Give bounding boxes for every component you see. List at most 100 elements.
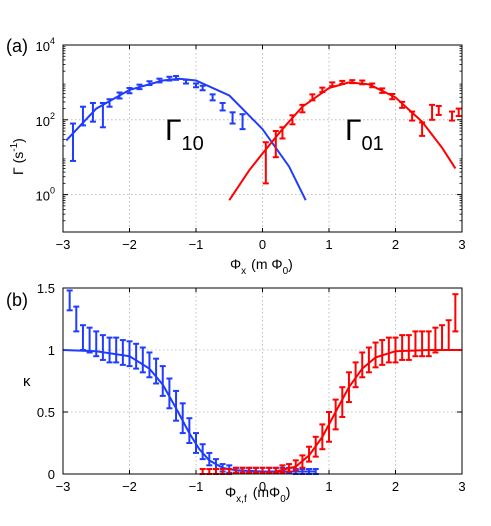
data-point-red [279, 464, 286, 474]
data-point-red [412, 330, 419, 358]
data-point-blue [79, 324, 86, 351]
data-point-blue [206, 451, 213, 467]
data-point-red [345, 371, 352, 404]
panel-a-series [65, 75, 462, 201]
data-point-red [319, 423, 326, 451]
data-point-red [452, 293, 459, 333]
data-point-blue [159, 365, 166, 397]
series-red [199, 293, 462, 475]
annotation-gamma-10: Γ10 [165, 114, 204, 155]
data-point-red [226, 468, 233, 475]
data-point-blue [119, 339, 126, 366]
data-point-blue [173, 75, 180, 81]
data-point-red [259, 466, 266, 474]
y-tick-label: 1.5 [37, 281, 55, 296]
panel-b-series [62, 289, 462, 475]
y-tick-label: 100 [36, 186, 55, 204]
data-point-red [409, 110, 416, 122]
data-point-red [392, 336, 399, 364]
panel-b-label: (b) [6, 290, 28, 310]
data-point-red [319, 86, 326, 94]
data-point-red [339, 386, 346, 418]
panel-b-xlabel: Φx,f (mΦ0) [225, 484, 290, 505]
x-tick-label: −1 [189, 237, 204, 252]
data-point-blue [73, 305, 80, 333]
panel-a-frame [62, 44, 463, 233]
data-point-red [369, 82, 376, 89]
data-point-red [359, 351, 366, 379]
data-point-blue [146, 80, 153, 87]
x-tick-label: 2 [392, 479, 399, 494]
data-point-blue [209, 93, 216, 102]
data-point-blue [93, 330, 100, 358]
data-point-blue [183, 78, 190, 85]
data-point-red [262, 141, 269, 185]
data-point-red [232, 466, 239, 474]
data-point-blue [86, 326, 93, 354]
panel-b: (b) −3 −2 −1 0 1 2 3 0 0.5 1 1.5 κ Φx,f (mΦ0) [6, 281, 466, 505]
data-point-red [379, 87, 386, 94]
data-point-red [272, 130, 279, 159]
data-point-red [352, 361, 359, 389]
data-point-red [379, 339, 386, 366]
data-point-red [432, 326, 439, 354]
data-point-blue [199, 84, 206, 92]
panel-b-y-ticklabels: 0 0.5 1 1.5 [37, 281, 55, 482]
y-tick-label: 0.5 [37, 405, 55, 420]
data-point-red [389, 92, 396, 101]
data-point-red [445, 319, 452, 351]
data-point-red [329, 81, 336, 88]
data-point-red [399, 100, 406, 109]
panel-a-xlabel: Φx (m Φ0) [230, 256, 293, 277]
fit-curve-red [228, 81, 457, 201]
data-point-red [385, 336, 392, 364]
panel-a-x-ticklabels: −3 −2 −1 0 1 2 3 [56, 237, 466, 252]
x-tick-label: 1 [325, 237, 332, 252]
x-tick-label: −2 [122, 479, 137, 494]
data-point-blue [199, 443, 206, 461]
data-point-blue [156, 77, 163, 84]
data-point-blue [239, 113, 246, 131]
data-point-red [239, 466, 246, 474]
data-point-red [206, 468, 213, 475]
data-point-blue [219, 101, 226, 112]
data-point-blue [193, 432, 199, 454]
data-point-blue [146, 351, 153, 379]
data-point-red [309, 93, 316, 102]
data-point-blue [89, 101, 96, 123]
data-point-blue [193, 82, 199, 89]
x-tick-label: 0 [259, 479, 266, 494]
panel-a-ylabel: Γ (s-1) [9, 138, 26, 175]
y-tick-label: 0 [48, 467, 55, 482]
data-point-red [349, 79, 356, 85]
panel-b-grid [63, 288, 462, 474]
data-point-red [306, 445, 313, 463]
data-point-blue [186, 417, 193, 444]
data-point-red [399, 334, 406, 361]
x-tick-label: 3 [458, 479, 465, 494]
data-point-red [289, 114, 296, 126]
data-point-red [435, 104, 442, 116]
data-point-blue [113, 336, 120, 364]
data-point-red [299, 103, 306, 114]
series-red [228, 79, 462, 201]
data-point-red [425, 330, 432, 358]
data-point-red [365, 346, 372, 374]
data-point-red [439, 324, 446, 351]
data-point-red [332, 398, 339, 431]
x-tick-label: 2 [392, 237, 399, 252]
data-point-blue [99, 101, 106, 129]
data-point-red [286, 463, 293, 473]
data-point-red [326, 411, 332, 443]
data-point-blue [229, 111, 236, 125]
data-point-blue [126, 340, 133, 368]
panel-a-grid [63, 45, 462, 232]
panel-b-ylabel: κ [23, 373, 31, 390]
data-point-blue [106, 98, 113, 108]
data-point-red [246, 466, 253, 474]
panel-b-x-ticklabels: −3 −2 −1 0 1 2 3 [56, 479, 466, 494]
data-point-red [419, 330, 426, 358]
data-point-blue [99, 334, 106, 361]
data-point-red [312, 435, 319, 458]
data-point-blue [126, 87, 133, 95]
